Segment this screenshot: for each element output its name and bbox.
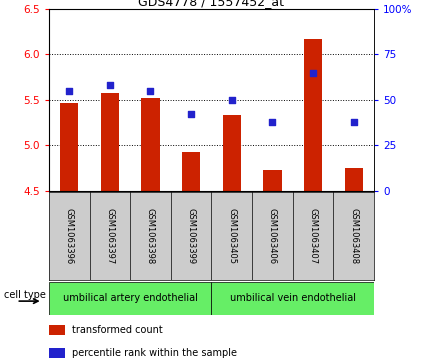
Text: GSM1063408: GSM1063408 bbox=[349, 208, 358, 264]
Text: GSM1063396: GSM1063396 bbox=[65, 208, 74, 264]
Bar bbox=[101, 93, 119, 191]
Bar bbox=[263, 170, 281, 191]
Text: percentile rank within the sample: percentile rank within the sample bbox=[72, 347, 237, 358]
Bar bbox=[49, 348, 65, 358]
Point bbox=[188, 111, 195, 117]
Point bbox=[106, 82, 113, 88]
Bar bbox=[49, 282, 211, 315]
Text: umbilical vein endothelial: umbilical vein endothelial bbox=[230, 293, 356, 303]
Text: GSM1063398: GSM1063398 bbox=[146, 208, 155, 264]
Bar bbox=[223, 115, 241, 191]
Bar bbox=[304, 39, 322, 191]
Point bbox=[147, 88, 154, 94]
Text: GSM1063405: GSM1063405 bbox=[227, 208, 236, 264]
Bar bbox=[211, 282, 374, 315]
Bar bbox=[345, 168, 363, 191]
Bar bbox=[142, 98, 160, 191]
Text: GSM1063397: GSM1063397 bbox=[105, 208, 114, 264]
Title: GDS4778 / 1557452_at: GDS4778 / 1557452_at bbox=[139, 0, 284, 8]
Point bbox=[310, 70, 317, 76]
Point bbox=[269, 119, 276, 125]
Point bbox=[66, 88, 73, 94]
Text: umbilical artery endothelial: umbilical artery endothelial bbox=[63, 293, 198, 303]
Point bbox=[350, 119, 357, 125]
Text: GSM1063407: GSM1063407 bbox=[309, 208, 317, 264]
Point bbox=[228, 97, 235, 103]
Text: transformed count: transformed count bbox=[72, 325, 162, 335]
Text: cell type: cell type bbox=[4, 290, 46, 300]
Text: GSM1063406: GSM1063406 bbox=[268, 208, 277, 264]
Bar bbox=[182, 152, 200, 191]
Bar bbox=[60, 102, 78, 191]
Text: GSM1063399: GSM1063399 bbox=[187, 208, 196, 264]
Bar bbox=[49, 325, 65, 335]
